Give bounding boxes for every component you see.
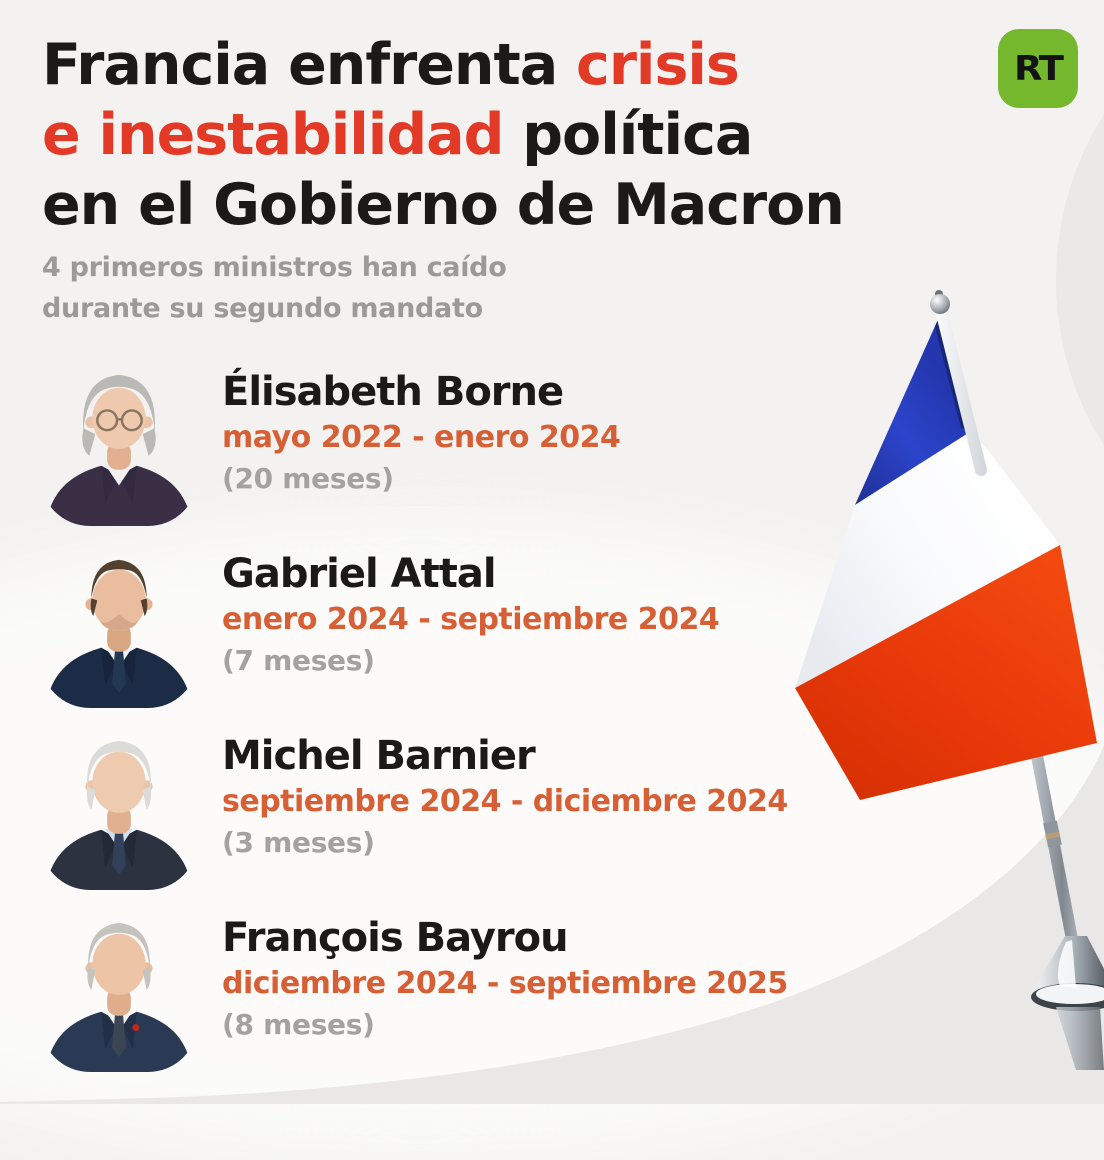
flag-white-stripe: [795, 432, 1060, 688]
list-item-barnier: Michel Barnier septiembre 2024 - diciemb…: [0, 724, 820, 894]
page-title: Francia enfrenta crisis e inestabilidad …: [42, 30, 962, 240]
flag-base: [1031, 936, 1104, 1070]
title-line-1: Francia enfrenta crisis: [42, 32, 740, 98]
list-item-borne: Élisabeth Borne mayo 2022 - enero 2024 (…: [0, 360, 820, 530]
minister-period: septiembre 2024 - diciembre 2024: [222, 784, 788, 819]
minister-photo: [40, 362, 198, 526]
minister-photo: [40, 544, 198, 708]
minister-period: mayo 2022 - enero 2024: [222, 420, 621, 455]
page-subtitle: 4 primeros ministros han caído durante s…: [42, 252, 507, 324]
rt-logo-text: RT: [1013, 48, 1064, 89]
flag-blue-stripe: [855, 315, 970, 505]
french-flag-graphic: [795, 290, 1104, 1070]
title-line-3: en el Gobierno de Macron: [42, 172, 845, 238]
rt-logo: RT: [998, 29, 1078, 108]
minister-photo: [40, 726, 198, 890]
minister-duration: (7 meses): [222, 644, 375, 677]
minister-period: diciembre 2024 - septiembre 2025: [222, 966, 788, 1001]
flag-red-stripe: [795, 545, 1097, 800]
avatar-michel-barnier: [46, 740, 192, 890]
title-line-2: e inestabilidad política: [42, 102, 753, 168]
list-item-bayrou: François Bayrou diciembre 2024 - septiem…: [0, 906, 820, 1076]
minister-name: Michel Barnier: [222, 733, 536, 779]
minister-photo: [40, 908, 198, 1072]
minister-period: enero 2024 - septiembre 2024: [222, 602, 720, 637]
minister-duration: (20 meses): [222, 462, 394, 495]
avatar-gabriel-attal: [46, 559, 192, 708]
minister-name: Gabriel Attal: [222, 551, 497, 597]
flag-finial-ball: [930, 294, 950, 314]
avatar-elisabeth-borne: [46, 374, 192, 526]
background-bottom-arc: [0, 0, 1104, 1104]
minister-name: François Bayrou: [222, 915, 569, 961]
minister-name: Élisabeth Borne: [222, 369, 564, 415]
minister-duration: (3 meses): [222, 826, 375, 859]
minister-duration: (8 meses): [222, 1008, 375, 1041]
avatar-francois-bayrou: [46, 922, 192, 1072]
list-item-attal: Gabriel Attal enero 2024 - septiembre 20…: [0, 542, 820, 712]
